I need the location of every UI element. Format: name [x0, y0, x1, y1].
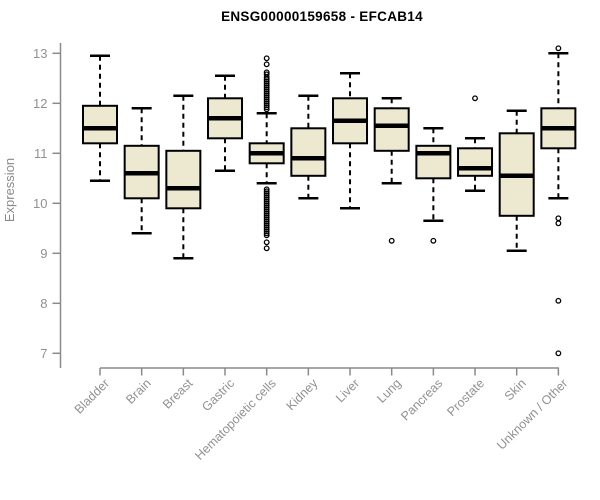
outlier-point [263, 239, 270, 246]
outlier-point [263, 232, 270, 239]
box-liver [332, 72, 369, 210]
outlier-point [263, 55, 270, 62]
iqr-box [457, 147, 494, 177]
y-tick-label: 8 [40, 296, 47, 311]
y-tick-label: 12 [33, 96, 47, 111]
iqr-box [82, 104, 118, 145]
outlier-point [555, 45, 562, 52]
box-unknown-other [540, 45, 577, 357]
box-hematopoietic-cells [248, 55, 285, 252]
y-tick-label: 9 [40, 246, 47, 261]
iqr-box [415, 144, 452, 180]
category-label-gastric: Gastric [199, 376, 237, 414]
outlier-point [263, 106, 270, 113]
y-tick-label: 7 [40, 346, 47, 361]
category-label-kidney: Kidney [284, 376, 321, 413]
category-label-hematopoietic-cells: Hematopoietic cells [192, 376, 279, 463]
category-label-liver: Liver [333, 376, 362, 405]
box-pancreas [415, 127, 452, 244]
box-breast [165, 94, 202, 260]
outlier-point [555, 297, 562, 304]
category-label-unknown-other: Unknown / Other [494, 376, 570, 452]
category-label-skin: Skin [502, 376, 529, 403]
outlier-point [555, 220, 562, 227]
y-axis-label: Expression [2, 158, 17, 222]
box-lung [373, 97, 410, 244]
box-kidney [290, 94, 327, 200]
y-tick-label: 10 [33, 196, 47, 211]
axes: 7 8 9 10 11 12 13 [33, 43, 560, 376]
box-gastric [207, 74, 244, 173]
iqr-box [165, 149, 202, 210]
box-prostate [457, 95, 494, 193]
outlier-point [430, 237, 437, 244]
outlier-point [388, 237, 395, 244]
outlier-point [263, 104, 270, 111]
y-tick-label: 11 [34, 146, 48, 161]
category-label-brain: Brain [123, 376, 154, 407]
outlier-point [555, 215, 562, 222]
outlier-point [263, 230, 270, 237]
chart-title: ENSG00000159658 - EFCAB14 [221, 9, 423, 24]
category-label-prostate: Prostate [444, 376, 487, 419]
box-brain [123, 107, 160, 235]
outlier-point [263, 61, 270, 68]
category-label-pancreas: Pancreas [398, 376, 445, 423]
box-bladder [82, 54, 118, 183]
y-tick-label: 13 [33, 46, 47, 61]
iqr-box [290, 127, 327, 177]
outlier-point [555, 350, 562, 357]
boxplot-series [82, 45, 577, 357]
outlier-point [472, 95, 478, 102]
iqr-box [373, 107, 410, 152]
category-label-bladder: Bladder [72, 376, 112, 416]
category-label-breast: Breast [160, 376, 196, 412]
outlier-point [263, 245, 270, 252]
box-skin [498, 109, 535, 253]
category-label-lung: Lung [374, 376, 404, 406]
